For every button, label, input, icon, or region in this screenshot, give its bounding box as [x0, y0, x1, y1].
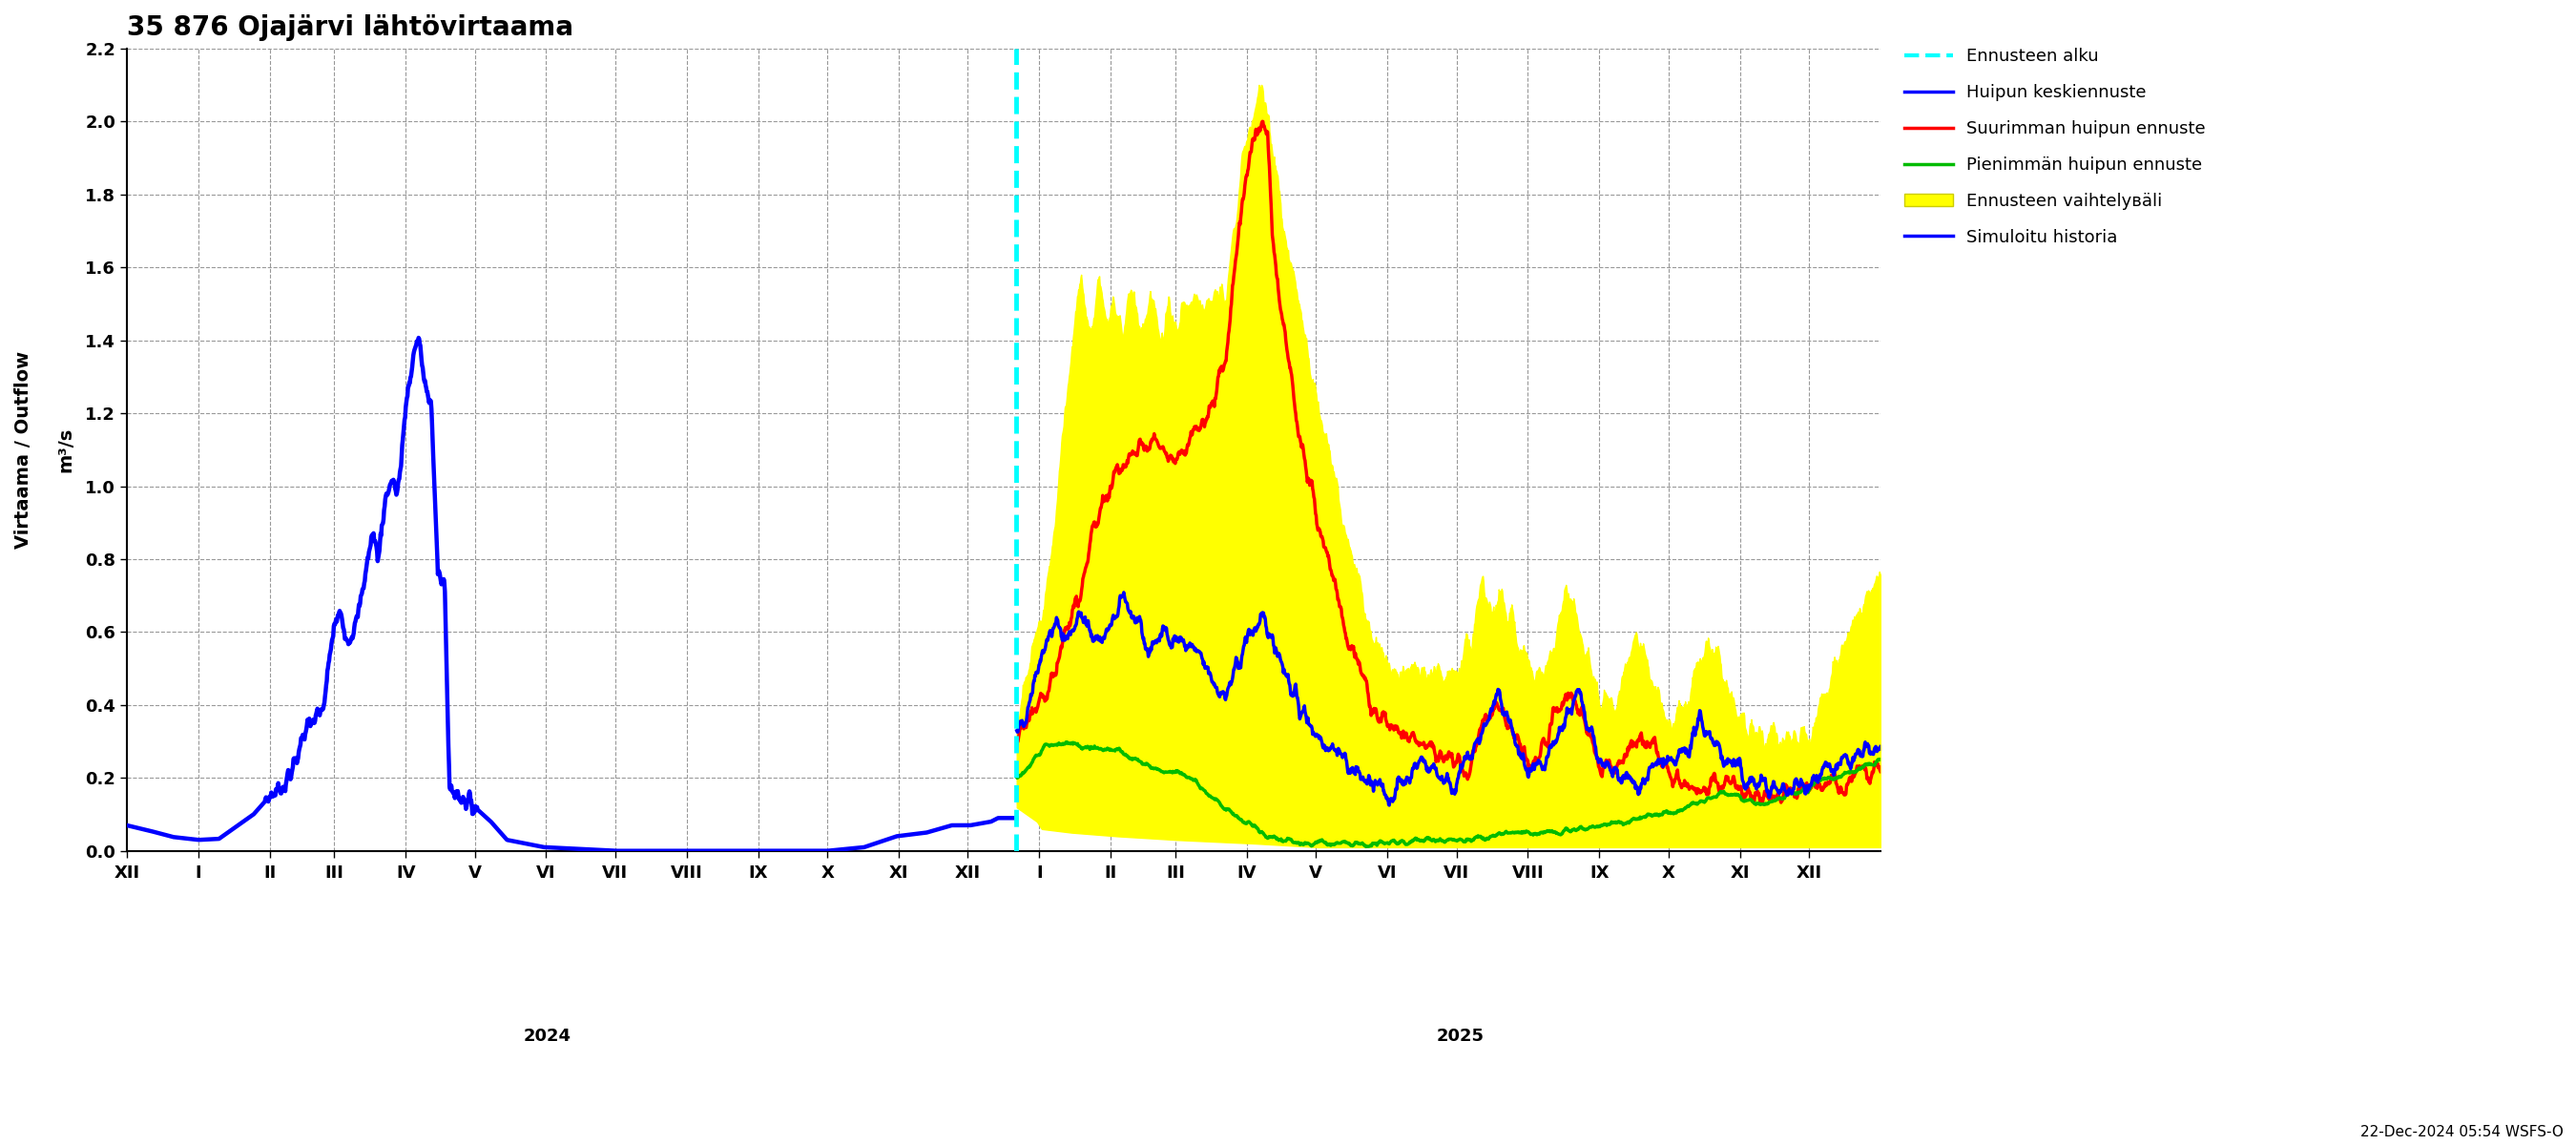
Text: 2025: 2025 [1435, 1027, 1484, 1044]
Text: 2024: 2024 [523, 1027, 572, 1044]
Text: 35 876 Ojajärvi lähtövirtaama: 35 876 Ojajärvi lähtövirtaama [126, 14, 574, 41]
Y-axis label: Virtaama / Outflow

m³/s: Virtaama / Outflow m³/s [15, 350, 75, 548]
Legend: Ennusteen alku, Huipun keskiennuste, Suurimman huipun ennuste, Pienimmän huipun : Ennusteen alku, Huipun keskiennuste, Suu… [1899, 41, 2213, 253]
Text: 22-Dec-2024 05:54 WSFS-O: 22-Dec-2024 05:54 WSFS-O [2360, 1124, 2563, 1139]
